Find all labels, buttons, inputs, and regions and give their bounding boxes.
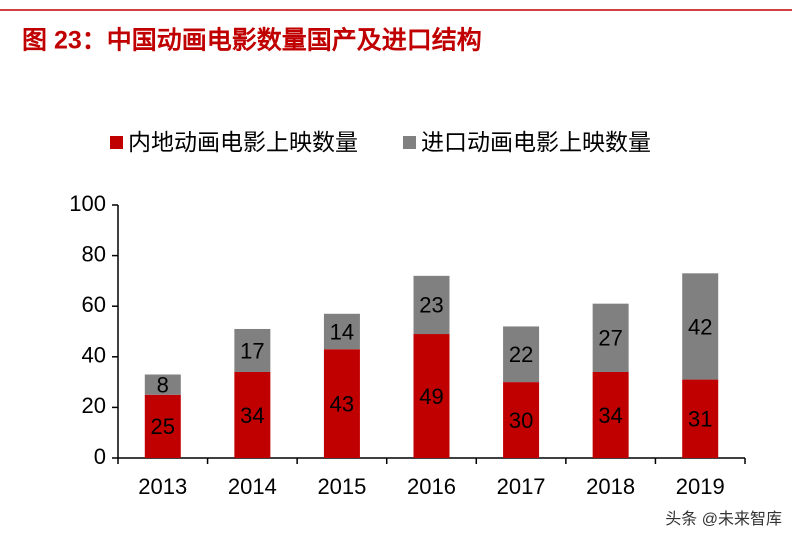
bar-segment	[234, 328, 271, 372]
y-tick-label: 100	[69, 191, 106, 216]
bar-segment	[503, 326, 540, 383]
data-label: 31	[688, 407, 712, 432]
watermark: 头条 @未来智库	[665, 510, 782, 528]
data-label: 27	[598, 326, 622, 351]
bar-segment	[682, 273, 719, 380]
y-tick-label: 0	[94, 444, 106, 469]
legend-swatch	[403, 136, 416, 149]
bar-segment	[144, 374, 181, 395]
y-tick-label: 80	[82, 241, 106, 266]
bar-segment	[682, 379, 719, 458]
x-tick-label: 2013	[138, 474, 187, 499]
data-label: 34	[240, 403, 264, 428]
bar-segment	[144, 394, 181, 458]
y-tick-label: 40	[82, 343, 106, 368]
bar-segment	[592, 371, 629, 458]
bar-segment	[592, 303, 629, 372]
bar-segment	[323, 313, 360, 350]
data-label: 14	[330, 319, 354, 344]
data-label: 43	[330, 391, 354, 416]
legend-label: 内地动画电影上映数量	[128, 129, 358, 155]
y-tick-label: 20	[82, 393, 106, 418]
x-tick-label: 2016	[407, 474, 456, 499]
bar-segment	[503, 382, 540, 458]
data-label: 25	[151, 414, 175, 439]
data-label: 23	[419, 293, 443, 318]
y-tick-label: 60	[82, 292, 106, 317]
data-label: 42	[688, 314, 712, 339]
x-tick-label: 2015	[317, 474, 366, 499]
data-label: 8	[157, 372, 169, 397]
data-label: 34	[598, 403, 622, 428]
data-label: 17	[240, 338, 264, 363]
x-tick-label: 2019	[676, 474, 725, 499]
bar-segment	[323, 349, 360, 458]
data-label: 22	[509, 342, 533, 367]
x-tick-label: 2014	[228, 474, 277, 499]
legend-label: 进口动画电影上映数量	[421, 129, 651, 155]
bar-segment	[413, 275, 450, 335]
chart-title: 图 23：中国动画电影数量国产及进口结构	[22, 27, 482, 55]
bar-segment	[413, 334, 450, 458]
data-label: 30	[509, 408, 533, 433]
x-tick-label: 2017	[497, 474, 546, 499]
bar-segment	[234, 371, 271, 458]
legend-swatch	[110, 136, 123, 149]
x-tick-label: 2018	[586, 474, 635, 499]
data-label: 49	[419, 384, 443, 409]
